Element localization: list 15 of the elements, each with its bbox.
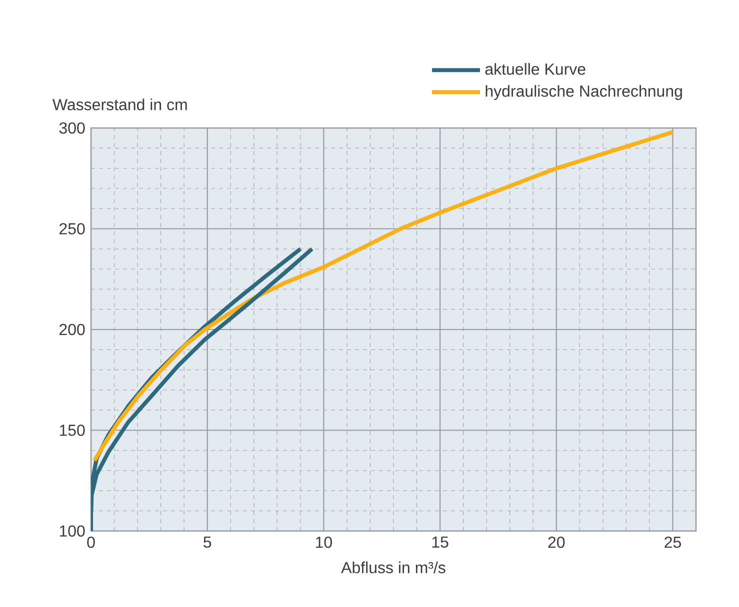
x-tick-label: 20	[548, 536, 565, 548]
x-tick-label: 25	[664, 536, 681, 548]
y-axis-title: Wasserstand in cm	[52, 98, 187, 110]
y-tick-label: 300	[59, 122, 85, 134]
y-tick-label: 150	[60, 424, 85, 436]
y-tick-label: 100	[60, 525, 85, 537]
x-tick-label: 10	[316, 536, 332, 548]
y-tick-label: 250	[60, 223, 85, 234]
legend-label: aktuelle Kurve	[485, 63, 586, 75]
x-tick-label: 0	[87, 536, 95, 548]
legend-label: hydraulische Nachrechnung	[486, 85, 682, 100]
x-tick-label: 15	[432, 536, 448, 548]
x-tick-label: 5	[204, 536, 212, 548]
x-axis-title: Abfluss in m³/s	[341, 562, 446, 574]
y-tick-label: 200	[60, 324, 85, 336]
